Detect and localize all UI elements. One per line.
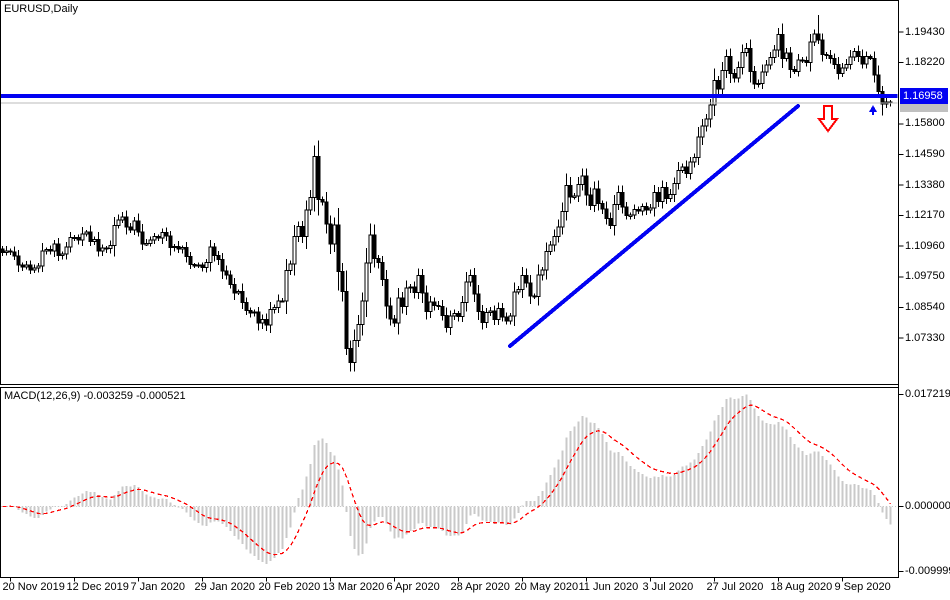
trendline[interactable]	[508, 104, 800, 348]
price-tick-label: 1.18220	[905, 56, 945, 69]
symbol-timeframe-label: EURUSD,Daily	[4, 3, 78, 15]
macd-main-value: -0.003259	[83, 390, 134, 402]
date-tick-label: 18 Aug 2020	[770, 581, 833, 593]
down-arrow-icon[interactable]	[817, 105, 839, 133]
date-tick-label: 9 Sep 2020	[834, 581, 891, 593]
date-tick-label: 20 May 2020	[514, 581, 579, 593]
date-tick-label: 29 Jan 2020	[194, 581, 256, 593]
price-tick-label: 1.07330	[905, 331, 945, 344]
macd-tick-label: 0.000000	[905, 500, 950, 512]
date-tick-label: 7 Jan 2020	[130, 581, 185, 593]
date-tick-label: 13 Mar 2020	[322, 581, 385, 593]
price-tick-label: 1.19430	[905, 25, 945, 38]
price-tick-label: 1.10960	[905, 239, 945, 252]
price-tick-label: 1.13380	[905, 178, 945, 191]
price-tick-label: 1.12170	[905, 209, 945, 222]
price-tick-label: 1.15800	[905, 117, 945, 130]
date-tick-label: 28 Apr 2020	[450, 581, 510, 593]
date-tick-label: 12 Dec 2019	[66, 581, 129, 593]
date-tick-label: 11 Jun 2020	[578, 581, 639, 593]
macd-indicator-label: MACD(12,26,9) -0.003259 -0.000521	[4, 390, 186, 402]
macd-tick-label: -0.009999	[905, 564, 950, 577]
date-tick-label: 27 Jul 2020	[706, 581, 764, 593]
price-tick-label: 1.08540	[905, 300, 945, 313]
date-tick-label: 20 Feb 2020	[258, 581, 321, 593]
hline-price-flag[interactable]: 1.16958	[900, 88, 948, 104]
price-tick-label: 1.14590	[905, 147, 945, 160]
date-tick-label: 6 Apr 2020	[386, 581, 440, 593]
date-tick-label: 20 Nov 2019	[2, 581, 65, 593]
macd-tick-label: 0.017219	[905, 388, 950, 401]
macd-name: MACD(12,26,9)	[4, 390, 81, 402]
date-tick-label: 3 Jul 2020	[642, 581, 694, 593]
price-tick-label: 1.09750	[905, 270, 945, 283]
up-arrow-marker-icon[interactable]	[869, 105, 877, 112]
macd-signal-value: -0.000521	[136, 390, 186, 402]
